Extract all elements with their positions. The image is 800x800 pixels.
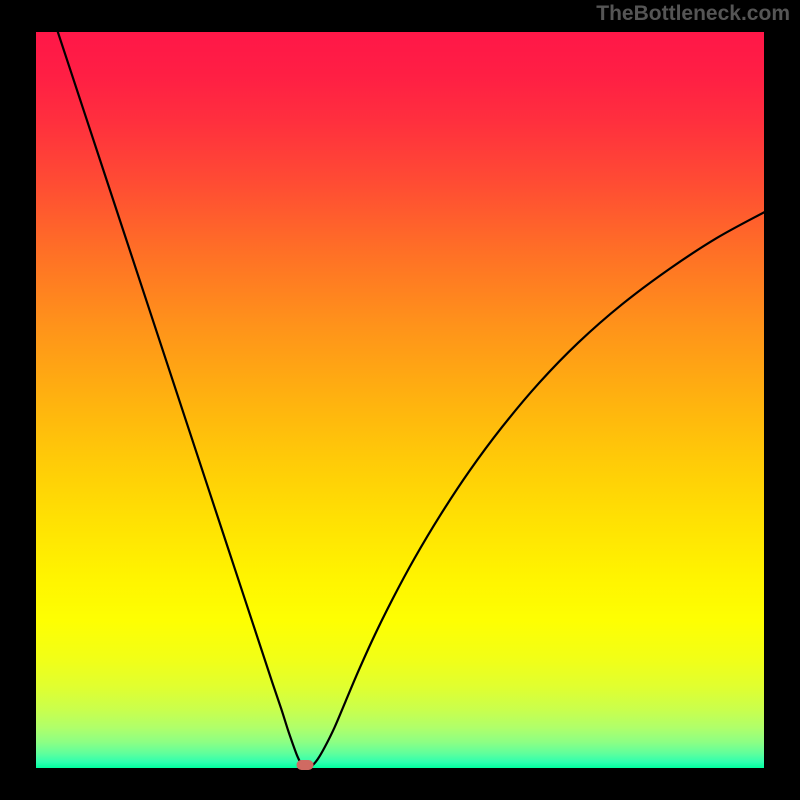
chart-canvas: TheBottleneck.com	[0, 0, 800, 800]
watermark-text: TheBottleneck.com	[596, 2, 790, 26]
bottleneck-curve	[36, 32, 764, 768]
optimum-marker	[296, 760, 313, 770]
plot-area	[36, 32, 764, 768]
